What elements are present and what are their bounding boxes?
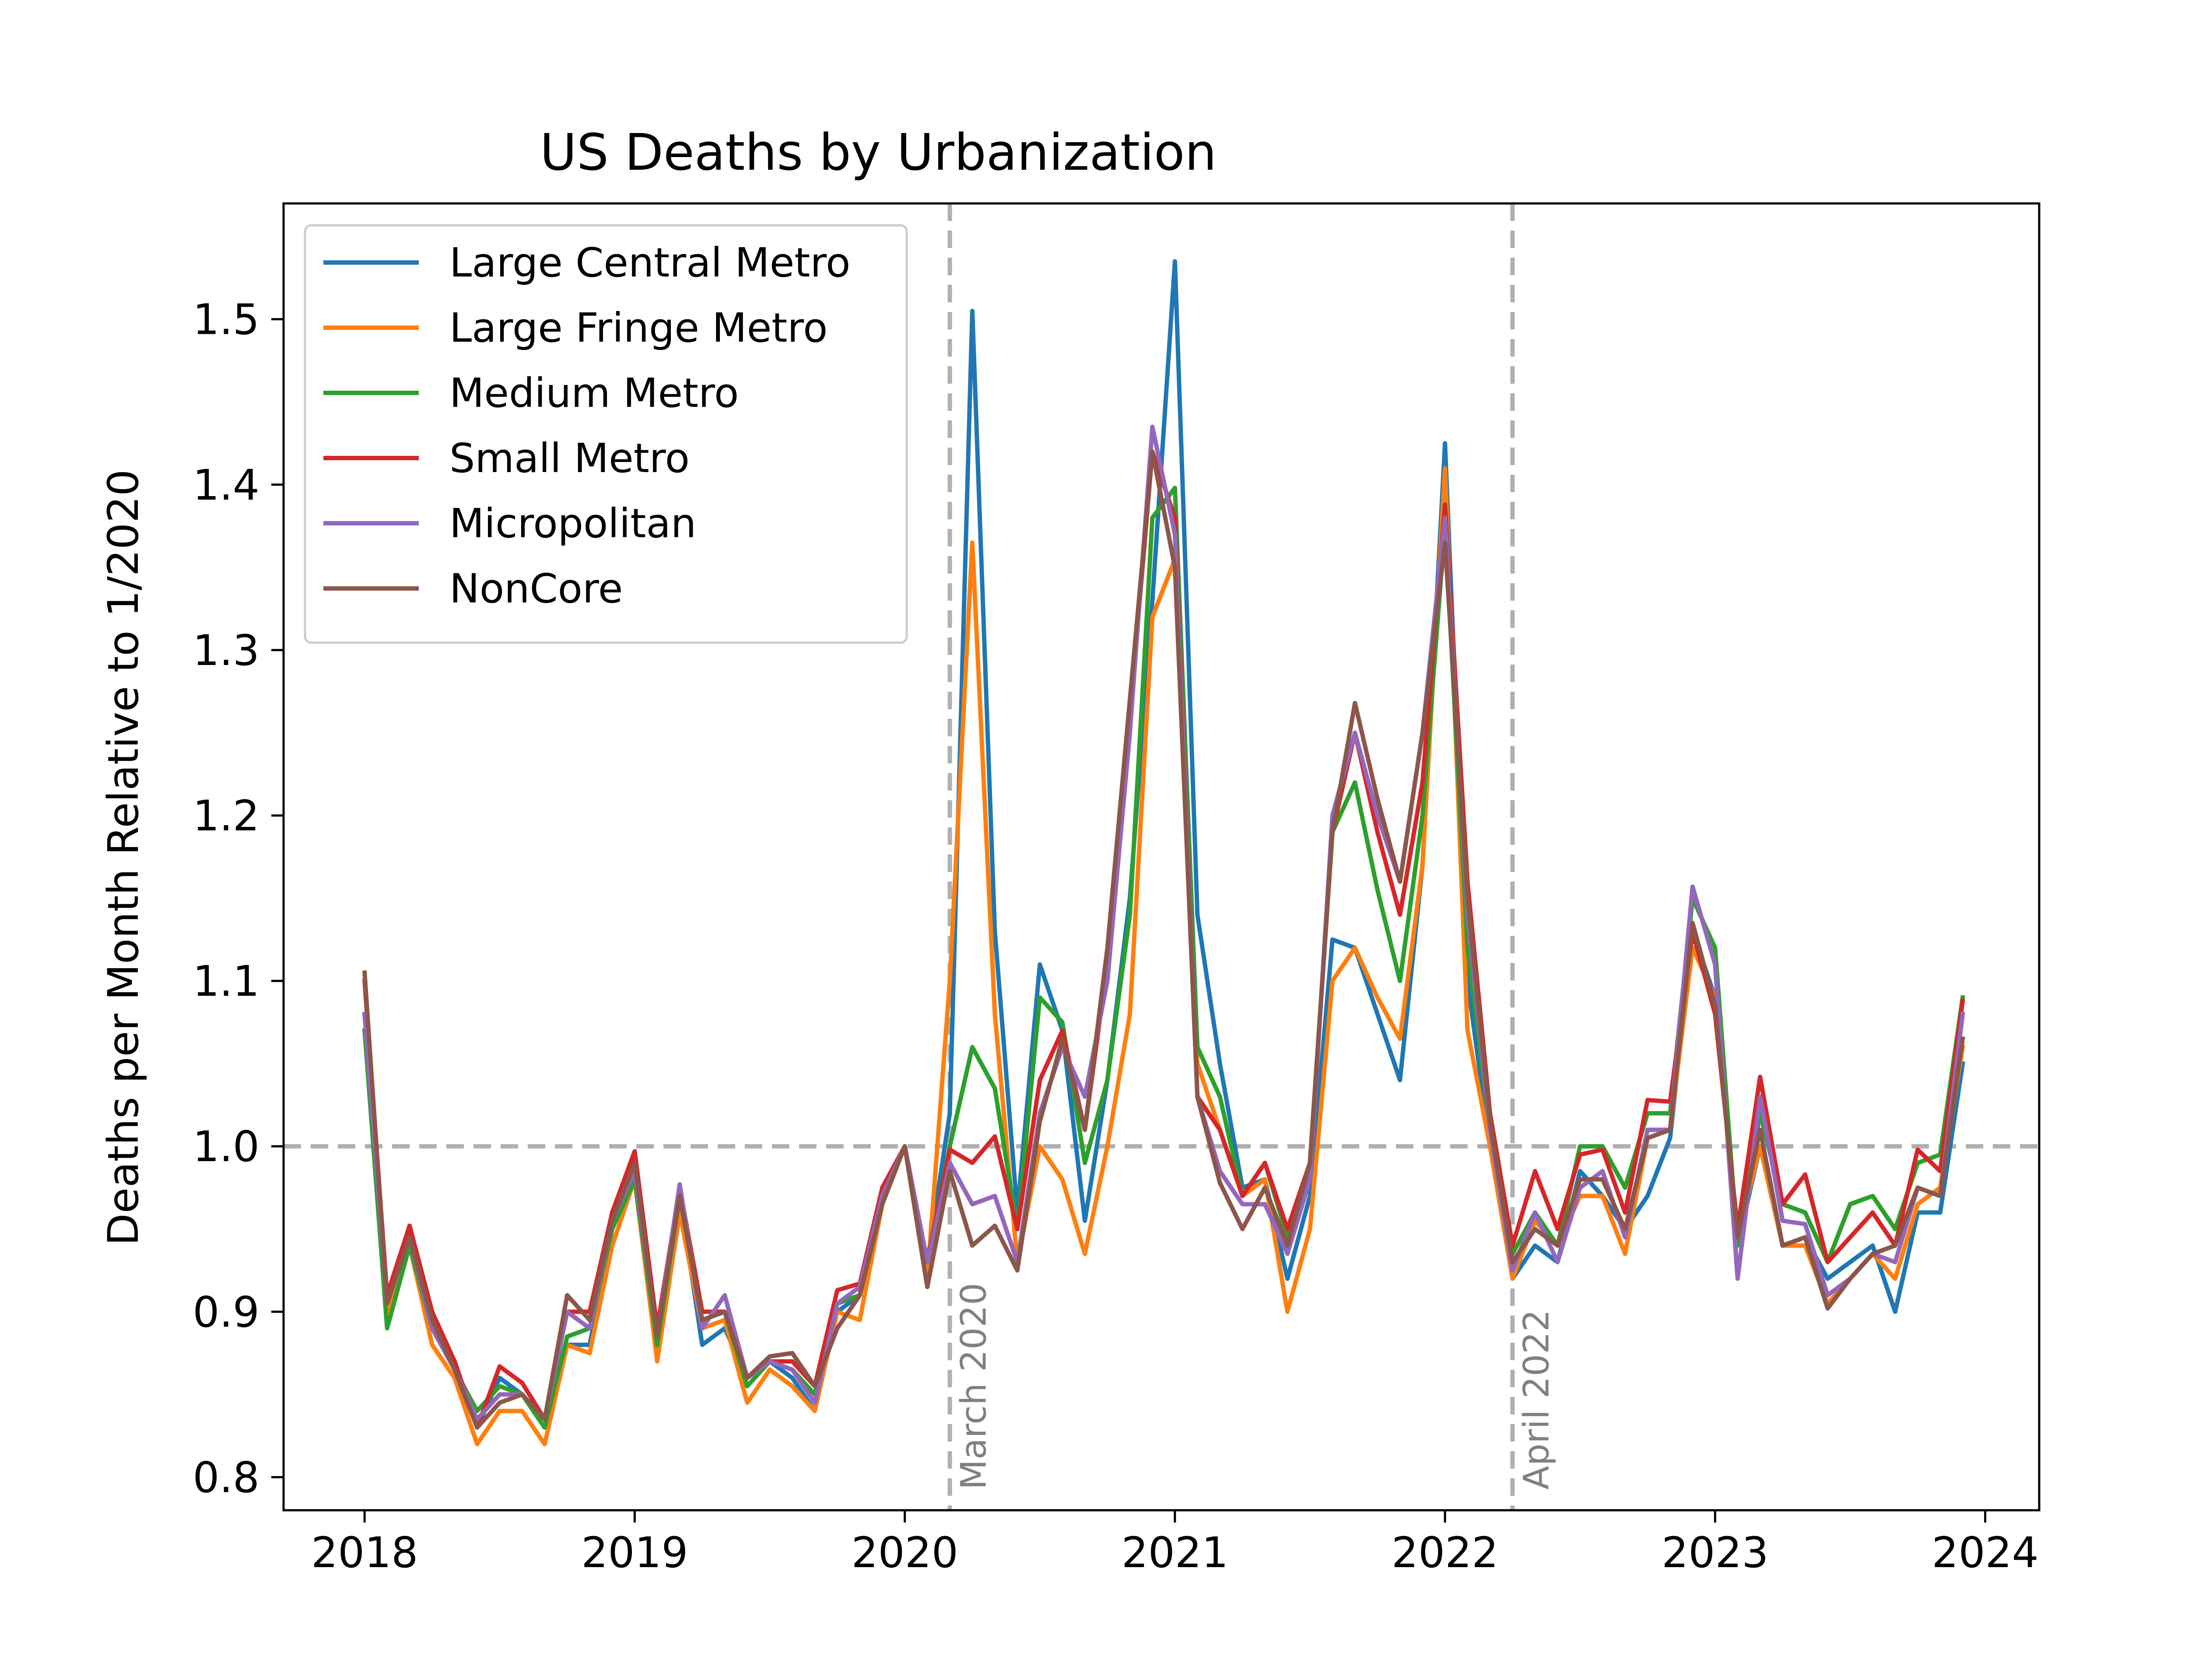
legend-box bbox=[304, 224, 908, 644]
y-tick-label-2: 0.9 bbox=[193, 1288, 259, 1337]
legend: Large Central Metro Large Fringe Metro Med… bbox=[304, 224, 908, 644]
x-tick-label-1: 2018 bbox=[311, 1528, 418, 1577]
series-line-5 bbox=[362, 424, 1965, 1421]
y-tick-label-8: 1.5 bbox=[193, 295, 259, 344]
y-tick-label-4: 1.1 bbox=[193, 957, 259, 1006]
legend-label-6: NonCore bbox=[449, 565, 623, 612]
chart-title: US Deaths by Urbanization bbox=[540, 123, 1217, 182]
plot-frame bbox=[282, 202, 2041, 1512]
legend-label-3: Medium Metro bbox=[449, 370, 739, 416]
x-tick-label-7: 2024 bbox=[1932, 1528, 2038, 1577]
x-tick-label-6: 2023 bbox=[1662, 1528, 1768, 1577]
y-tick-label-3: 1.0 bbox=[193, 1122, 259, 1171]
x-tick-label-2: 2019 bbox=[581, 1528, 688, 1577]
vline-label-2: April 2022 bbox=[1516, 1309, 1557, 1490]
legend-label-1: Large Central Metro bbox=[449, 239, 850, 286]
y-tick-label-1: 0.8 bbox=[193, 1453, 259, 1502]
axes-layer: 2018 2019 2020 2021 2022 2023 2024 0.8 0.9 1.0 1.1… bbox=[193, 202, 2041, 1577]
x-tick-label-5: 2022 bbox=[1392, 1528, 1498, 1577]
legend-label-5: Micropolitan bbox=[449, 500, 696, 547]
x-tick-label-3: 2020 bbox=[851, 1528, 958, 1577]
legend-label-2: Large Fringe Metro bbox=[449, 304, 828, 351]
y-tick-label-6: 1.3 bbox=[193, 626, 259, 675]
y-tick-label-7: 1.4 bbox=[193, 461, 259, 510]
series-line-6 bbox=[362, 449, 1965, 1430]
annotation-layer: March 2020 April 2022 bbox=[954, 1283, 1557, 1490]
y-tick-label-5: 1.2 bbox=[193, 791, 259, 840]
x-tick-label-4: 2021 bbox=[1122, 1528, 1228, 1577]
legend-label-4: Small Metro bbox=[449, 435, 690, 482]
series-layer bbox=[362, 259, 1965, 1446]
vline-label-1: March 2020 bbox=[954, 1283, 994, 1490]
reference-lines bbox=[284, 203, 2039, 1510]
y-axis-label: Deaths per Month Relative to 1/2020 bbox=[99, 469, 148, 1246]
